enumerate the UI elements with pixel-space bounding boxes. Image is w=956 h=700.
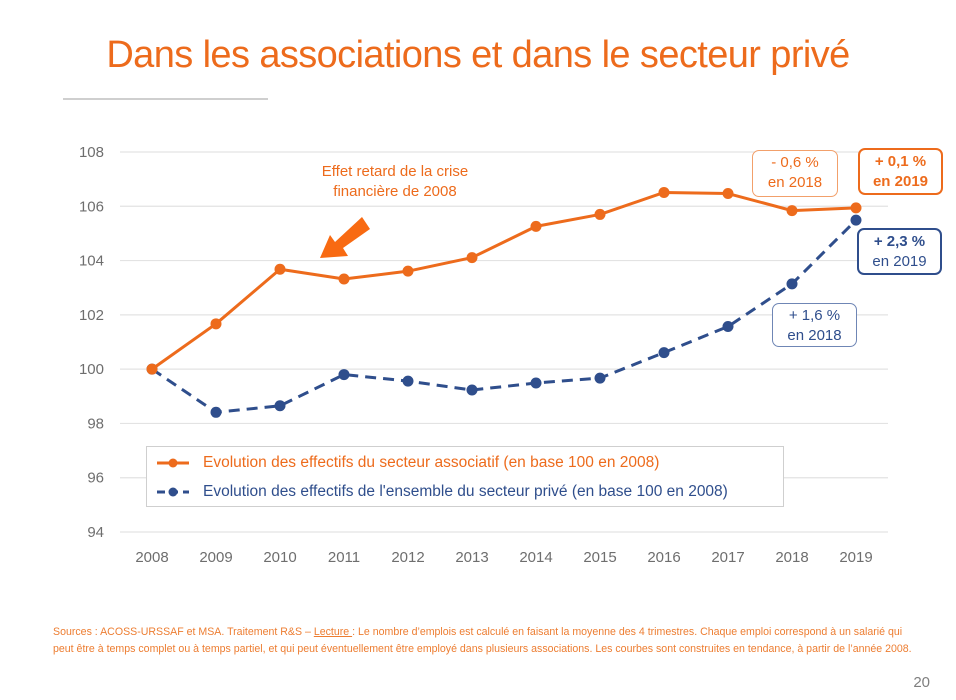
legend-item-assoc: Evolution des effectifs du secteur assoc… xyxy=(155,452,659,474)
footnote-lecture-label: Lecture xyxy=(313,626,353,638)
callout-year: en 2018 xyxy=(787,327,842,344)
callout-year: en 2019 xyxy=(860,172,941,192)
data-point xyxy=(466,384,478,396)
title-divider xyxy=(63,98,268,100)
data-point xyxy=(722,188,734,200)
series-assoc xyxy=(146,186,862,375)
data-point xyxy=(338,273,350,285)
slide-title: Dans les associations et dans le secteur… xyxy=(106,34,850,76)
x-tick-label: 2012 xyxy=(391,549,424,566)
x-tick-label: 2010 xyxy=(263,549,296,566)
x-tick-label: 2009 xyxy=(199,549,232,566)
callout-year: en 2019 xyxy=(872,253,927,270)
series-prive xyxy=(146,214,862,418)
callout-value: + 1,6 % xyxy=(788,307,841,324)
data-point xyxy=(658,186,670,198)
legend-item-prive: Evolution des effectifs de l'ensemble du… xyxy=(155,481,728,503)
data-point xyxy=(274,263,286,275)
footnote-lecture-text: : Le nombre d’emplois est calculé en fai… xyxy=(53,626,912,655)
legend-swatch-solid-line-icon xyxy=(157,458,189,468)
data-point xyxy=(466,252,478,264)
data-point xyxy=(658,347,670,359)
x-tick-label: 2017 xyxy=(711,549,744,566)
callout-prive-2019: + 2,3 % en 2019 xyxy=(857,228,942,275)
page-number: 20 xyxy=(913,674,930,691)
callout-prive-2018: + 1,6 % en 2018 xyxy=(772,303,857,347)
data-point xyxy=(722,321,734,333)
y-tick-label: 106 xyxy=(79,198,104,215)
annotation-arrow-icon xyxy=(320,217,370,258)
data-point xyxy=(786,278,798,290)
callout-year: en 2018 xyxy=(767,174,823,191)
callout-assoc-2018: - 0,6 % en 2018 xyxy=(752,150,838,197)
y-tick-label: 98 xyxy=(87,415,104,432)
callout-value: + 2,3 % xyxy=(873,233,926,250)
crisis-annotation: Effet retard de la crise financière de 2… xyxy=(300,162,490,202)
data-point xyxy=(594,372,606,384)
data-point xyxy=(338,369,350,381)
legend-label-assoc: Evolution des effectifs du secteur assoc… xyxy=(203,454,660,471)
x-axis-ticks: 2008 2009 2010 2011 2012 2013 2014 2015 2016 2017… xyxy=(135,549,872,566)
data-point xyxy=(274,400,286,412)
data-point xyxy=(210,318,222,330)
x-tick-label: 2014 xyxy=(519,549,552,566)
x-tick-label: 2019 xyxy=(839,549,872,566)
callout-year-prefix: en xyxy=(872,173,895,190)
data-point xyxy=(530,220,542,232)
data-point xyxy=(530,377,542,389)
data-point xyxy=(850,214,862,226)
x-tick-label: 2011 xyxy=(328,549,360,566)
y-tick-label: 108 xyxy=(79,144,104,161)
crisis-annotation-line2: financière de 2008 xyxy=(333,183,457,200)
callout-value: - 0,6 % xyxy=(771,154,819,171)
y-tick-label: 102 xyxy=(79,307,104,324)
series-layer xyxy=(146,186,862,418)
callout-year-value: 2019 xyxy=(894,173,929,190)
callout-value: + 0,1 % xyxy=(874,153,927,170)
legend-label-prive: Evolution des effectifs de l'ensemble du… xyxy=(203,483,728,500)
crisis-annotation-line1: Effet retard de la crise xyxy=(321,163,469,180)
data-point xyxy=(594,208,606,220)
data-point xyxy=(146,363,158,375)
callout-assoc-2019: + 0,1 % en 2019 xyxy=(858,148,943,195)
y-tick-label: 100 xyxy=(79,361,104,378)
legend-swatch-dashed-line-icon xyxy=(157,487,189,497)
chart-legend: Evolution des effectifs du secteur assoc… xyxy=(146,446,784,507)
data-point xyxy=(402,375,414,387)
x-tick-label: 2008 xyxy=(135,549,168,566)
sources-footnote: Sources : ACOSS-URSSAF et MSA. Traitemen… xyxy=(53,624,913,657)
data-point xyxy=(850,202,862,214)
line-assoc xyxy=(151,190,857,371)
data-point xyxy=(402,265,414,277)
data-point xyxy=(786,205,798,217)
y-tick-label: 94 xyxy=(87,524,104,541)
y-axis-ticks: 94 96 98 100 102 104 106 108 xyxy=(79,144,104,541)
line-prive xyxy=(151,219,858,414)
x-tick-label: 2018 xyxy=(775,549,808,566)
x-tick-label: 2015 xyxy=(583,549,616,566)
footnote-sources: Sources : ACOSS-URSSAF et MSA. Traitemen… xyxy=(53,626,314,638)
data-point xyxy=(210,406,222,418)
y-tick-label: 96 xyxy=(87,470,104,487)
x-tick-label: 2013 xyxy=(455,549,488,566)
x-tick-label: 2016 xyxy=(647,549,680,566)
y-tick-label: 104 xyxy=(79,253,104,270)
